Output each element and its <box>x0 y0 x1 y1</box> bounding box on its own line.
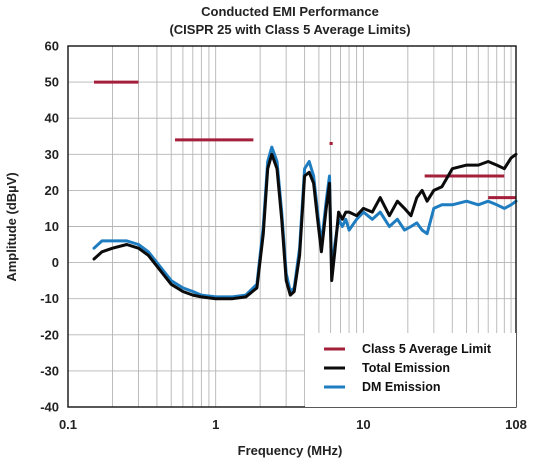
legend: Class 5 Average Limit Total Emission DM … <box>305 333 516 407</box>
x-axis-label: Frequency (MHz) <box>238 443 343 458</box>
legend-background <box>305 333 516 407</box>
x-tick-label: 0.1 <box>59 417 77 432</box>
x-tick-label: 108 <box>505 417 527 432</box>
plot-frame <box>67 45 517 408</box>
x-tick-label: 1 <box>212 417 219 432</box>
y-tick-label: 40 <box>45 111 59 126</box>
series-line-total-emission <box>92 152 518 301</box>
limit-segments <box>94 80 516 200</box>
y-tick-label: 10 <box>45 219 59 234</box>
y-tick-label: 50 <box>45 75 59 90</box>
y-tick-label: -20 <box>40 327 59 342</box>
chart-title: Conducted EMI Performance <box>201 4 379 19</box>
chart-subtitle: (CISPR 25 with Class 5 Average Limits) <box>169 22 410 37</box>
y-tick-label: 20 <box>45 183 59 198</box>
y-tick-label: -30 <box>40 363 59 378</box>
x-tick-labels: 0.1 1 10 108 <box>59 417 527 432</box>
series-lines <box>92 145 518 301</box>
y-tick-label: 0 <box>52 255 59 270</box>
legend-label-total: Total Emission <box>362 361 450 375</box>
x-tick-label: 10 <box>356 417 370 432</box>
y-tick-labels: -40 -30 -20 -10 0 10 20 30 40 50 60 <box>40 39 59 415</box>
y-tick-label: -40 <box>40 400 59 415</box>
legend-label-dm: DM Emission <box>362 380 441 394</box>
y-tick-label: -10 <box>40 291 59 306</box>
y-axis-label: Amplitude (dBµV) <box>4 172 19 281</box>
y-tick-label: 30 <box>45 147 59 162</box>
legend-label-limit: Class 5 Average Limit <box>362 342 492 356</box>
y-tick-label: 60 <box>45 39 59 54</box>
